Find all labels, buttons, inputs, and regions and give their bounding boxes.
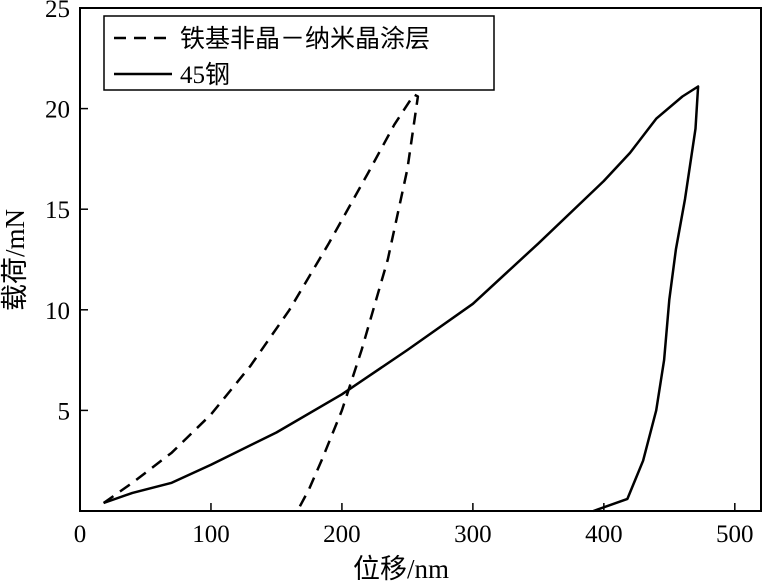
x-tick-label: 200: [323, 521, 361, 548]
y-tick-label: 15: [45, 197, 70, 224]
x-tick-label: 300: [454, 521, 492, 548]
x-tick-label: 100: [192, 521, 230, 548]
legend-label-coating: 铁基非晶－纳米晶涂层: [180, 25, 430, 53]
legend: 铁基非晶－纳米晶涂层 45钢: [103, 15, 495, 91]
x-tick-label: 500: [716, 521, 754, 548]
ticks-layer: 0 100 200 300 400 500 5 10 15 20 25: [45, 0, 754, 548]
x-tick-label: 400: [585, 521, 623, 548]
series-line-steel: [103, 85, 700, 513]
y-tick-label: 20: [45, 97, 70, 124]
y-tick-label: 25: [45, 0, 70, 23]
legend-label-steel: 45钢: [180, 61, 230, 89]
y-tick-label: 10: [45, 298, 70, 325]
plot-frame: [79, 7, 762, 512]
curves-layer: [102, 85, 700, 513]
series-line-coating: [102, 93, 420, 512]
legend-box: [103, 15, 495, 91]
x-axis-label: 位移/nm: [353, 554, 449, 584]
x-tick-label: 0: [74, 521, 87, 548]
y-tick-label: 5: [58, 398, 71, 425]
y-axis-label: 载荷/mN: [0, 209, 30, 311]
